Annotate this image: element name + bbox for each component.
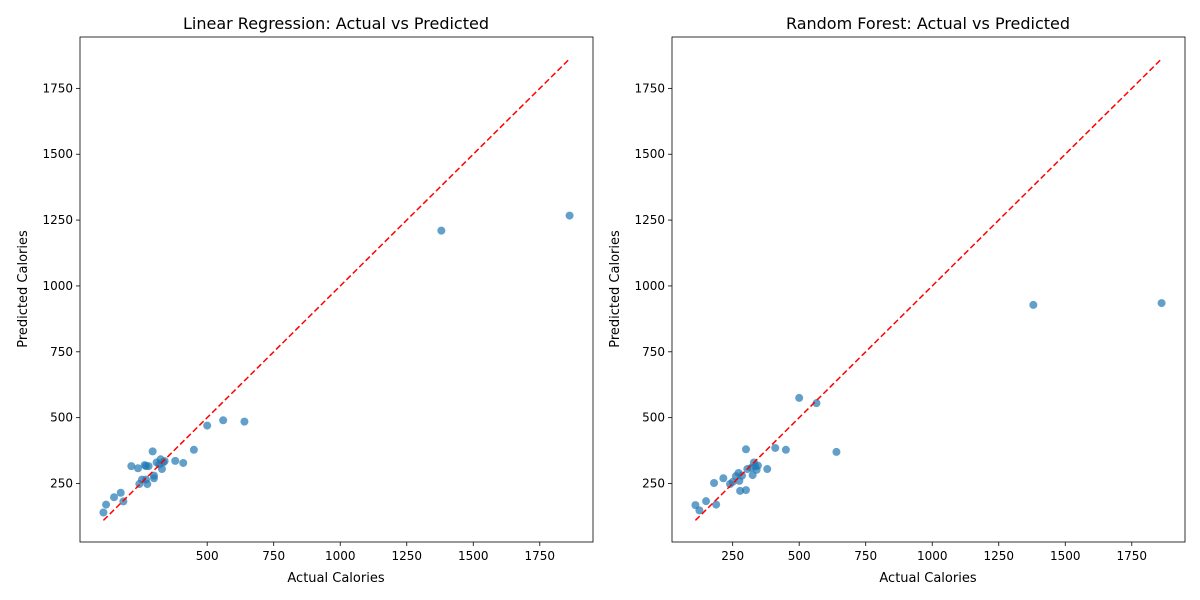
linear-regression-y-axis-label: Predicted Calories (16, 230, 31, 348)
random-forest-marks (691, 58, 1166, 521)
random-forest-y-tick-label: 1500 (634, 147, 665, 161)
random-forest-x-tick-label: 250 (721, 549, 744, 563)
random-forest-x-axis-label: Actual Calories (879, 571, 976, 586)
linear-regression-data-point (160, 457, 169, 466)
linear-regression-x-tick-label: 1750 (525, 549, 556, 563)
random-forest-y-tick-label: 500 (642, 411, 665, 425)
random-forest-y-tick-label: 750 (642, 345, 665, 359)
random-forest-data-point (695, 506, 704, 515)
linear-regression-data-point (179, 458, 188, 467)
random-forest-y-tick-label: 250 (642, 477, 665, 491)
random-forest-plot-frame (671, 36, 1186, 543)
linear-regression-data-point (149, 471, 158, 480)
random-forest-panel: 250 500 750 1000 1250 1500 1750 250 500 750 1000 1… (608, 14, 1186, 586)
linear-regression-data-point (134, 464, 143, 473)
linear-regression-data-point (240, 417, 249, 426)
linear-regression-data-point (171, 456, 180, 465)
linear-regression-y-tick-label: 1750 (42, 81, 73, 95)
linear-regression-data-point (116, 488, 125, 497)
linear-regression-data-point (219, 416, 228, 425)
linear-regression-data-point (148, 447, 157, 456)
linear-regression-title: Linear Regression: Actual vs Predicted (183, 14, 489, 33)
random-forest-data-point (795, 393, 804, 402)
random-forest-data-point (781, 445, 790, 454)
random-forest-data-point (710, 478, 719, 487)
random-forest-data-point (771, 443, 780, 452)
random-forest-data-point (741, 445, 750, 454)
random-forest-y-tick-label: 1750 (634, 81, 665, 95)
random-forest-data-point (712, 500, 721, 509)
random-forest-x-tick-label: 1000 (917, 549, 948, 563)
random-forest-data-point (719, 474, 728, 483)
linear-regression-data-point (189, 445, 198, 454)
linear-regression-y-tick-label: 750 (50, 345, 73, 359)
random-forest-y-tick-label: 1250 (634, 213, 665, 227)
linear-regression-data-point (110, 493, 119, 502)
linear-regression-x-tick-label: 1250 (391, 549, 422, 563)
random-forest-data-point (1029, 300, 1038, 309)
linear-regression-panel: 500 750 1000 1250 1500 1750 250 500 750 1000 1250… (16, 14, 594, 586)
linear-regression-x-tick-label: 1500 (458, 549, 489, 563)
linear-regression-data-point (157, 465, 166, 474)
linear-regression-x-tick-label: 1000 (325, 549, 356, 563)
linear-regression-x-tick-label: 750 (262, 549, 285, 563)
random-forest-x-ticks: 250 500 750 1000 1250 1500 1750 (721, 542, 1147, 563)
linear-regression-plot-frame (79, 36, 594, 543)
linear-regression-data-point (141, 475, 150, 484)
random-forest-x-tick-label: 750 (854, 549, 877, 563)
random-forest-data-point (702, 497, 711, 506)
random-forest-data-point (1157, 299, 1166, 308)
random-forest-title: Random Forest: Actual vs Predicted (786, 14, 1070, 33)
linear-regression-data-point (203, 421, 212, 430)
linear-regression-data-point (437, 226, 446, 235)
linear-regression-data-point (127, 462, 136, 471)
linear-regression-x-tick-label: 500 (196, 549, 219, 563)
linear-regression-marks (99, 58, 574, 521)
linear-regression-y-tick-label: 250 (50, 477, 73, 491)
linear-regression-y-ticks: 250 500 750 1000 1250 1500 1750 (42, 81, 80, 491)
linear-regression-data-point (102, 500, 111, 509)
random-forest-data-point (812, 399, 821, 408)
random-forest-y-axis-label: Predicted Calories (608, 230, 623, 348)
random-forest-data-point (741, 486, 750, 495)
random-forest-data-point (736, 486, 745, 495)
linear-regression-x-ticks: 500 750 1000 1250 1500 1750 (196, 542, 555, 563)
linear-regression-data-point (565, 211, 574, 220)
random-forest-x-tick-label: 1750 (1117, 549, 1148, 563)
linear-regression-data-point (144, 462, 153, 471)
random-forest-y-tick-label: 1000 (634, 279, 665, 293)
linear-regression-identity-line (102, 58, 571, 521)
random-forest-x-tick-label: 1500 (1050, 549, 1081, 563)
linear-regression-y-tick-label: 1000 (42, 279, 73, 293)
random-forest-data-point (737, 471, 746, 480)
random-forest-x-tick-label: 1250 (983, 549, 1014, 563)
linear-regression-y-tick-label: 500 (50, 411, 73, 425)
linear-regression-data-point (99, 508, 108, 517)
random-forest-data-point (832, 447, 841, 456)
random-forest-data-point (763, 465, 772, 474)
linear-regression-x-axis-label: Actual Calories (287, 571, 384, 586)
random-forest-identity-line (694, 58, 1163, 521)
random-forest-y-ticks: 250 500 750 1000 1250 1500 1750 (634, 81, 672, 491)
linear-regression-y-tick-label: 1500 (42, 147, 73, 161)
random-forest-data-point (753, 461, 762, 470)
random-forest-x-tick-label: 500 (788, 549, 811, 563)
linear-regression-y-tick-label: 1250 (42, 213, 73, 227)
